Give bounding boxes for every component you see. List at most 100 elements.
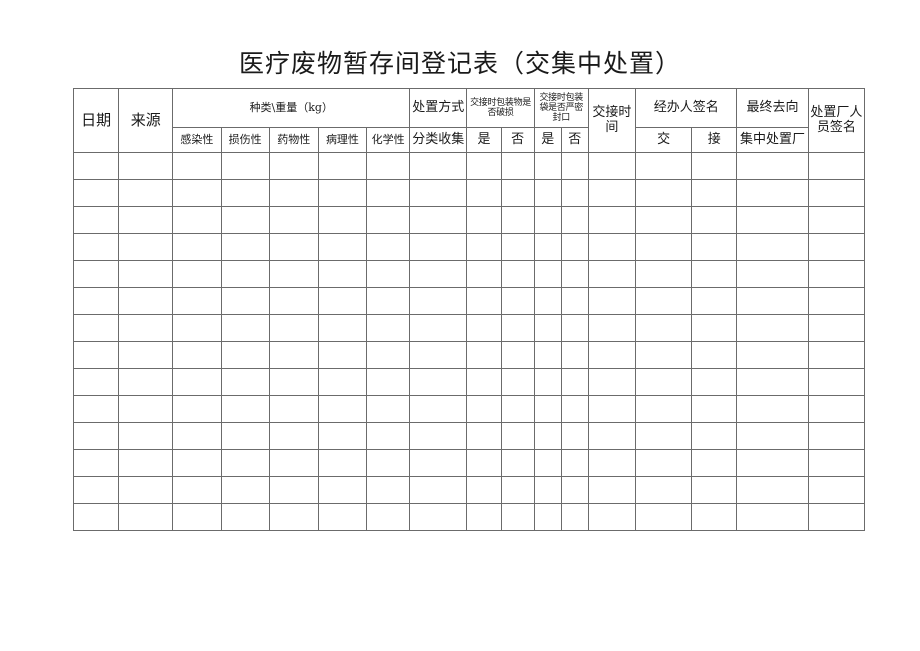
table-cell[interactable]	[366, 152, 411, 180]
table-cell[interactable]	[807, 395, 866, 423]
table-cell[interactable]	[118, 314, 174, 342]
table-cell[interactable]	[691, 287, 738, 315]
table-cell[interactable]	[500, 206, 535, 234]
table-cell[interactable]	[409, 422, 468, 450]
table-cell[interactable]	[533, 368, 562, 396]
table-cell[interactable]	[466, 503, 502, 531]
table-cell[interactable]	[118, 449, 174, 477]
table-cell[interactable]	[317, 422, 368, 450]
table-cell[interactable]	[466, 341, 502, 369]
table-cell[interactable]	[560, 260, 589, 288]
table-cell[interactable]	[635, 152, 693, 180]
table-cell[interactable]	[72, 206, 120, 234]
table-cell[interactable]	[172, 476, 222, 504]
table-cell[interactable]	[118, 341, 174, 369]
table-cell[interactable]	[587, 449, 637, 477]
table-cell[interactable]	[366, 395, 411, 423]
table-cell[interactable]	[220, 341, 270, 369]
table-cell[interactable]	[587, 314, 637, 342]
table-cell[interactable]	[587, 287, 637, 315]
table-cell[interactable]	[72, 449, 120, 477]
table-cell[interactable]	[533, 341, 562, 369]
table-cell[interactable]	[500, 368, 535, 396]
table-cell[interactable]	[691, 233, 738, 261]
table-cell[interactable]	[317, 341, 368, 369]
table-cell[interactable]	[691, 395, 738, 423]
table-cell[interactable]	[409, 503, 468, 531]
table-cell[interactable]	[635, 503, 693, 531]
table-cell[interactable]	[691, 476, 738, 504]
table-cell[interactable]	[466, 260, 502, 288]
table-cell[interactable]	[72, 287, 120, 315]
table-cell[interactable]	[317, 395, 368, 423]
table-cell[interactable]	[500, 422, 535, 450]
table-cell[interactable]	[366, 368, 411, 396]
table-cell[interactable]	[172, 503, 222, 531]
table-cell[interactable]	[691, 152, 738, 180]
table-cell[interactable]	[533, 287, 562, 315]
table-cell[interactable]	[118, 368, 174, 396]
table-cell[interactable]	[172, 341, 222, 369]
table-cell[interactable]	[466, 314, 502, 342]
table-cell[interactable]	[736, 422, 809, 450]
table-cell[interactable]	[691, 422, 738, 450]
table-cell[interactable]	[317, 233, 368, 261]
table-cell[interactable]	[268, 368, 319, 396]
table-cell[interactable]	[587, 395, 637, 423]
table-cell[interactable]	[533, 422, 562, 450]
table-cell[interactable]	[366, 503, 411, 531]
table-row[interactable]	[72, 422, 866, 450]
table-cell[interactable]	[736, 368, 809, 396]
table-cell[interactable]	[220, 179, 270, 207]
table-cell[interactable]	[635, 341, 693, 369]
table-cell[interactable]	[466, 368, 502, 396]
table-cell[interactable]	[72, 341, 120, 369]
table-cell[interactable]	[736, 287, 809, 315]
table-cell[interactable]	[807, 314, 866, 342]
table-cell[interactable]	[736, 179, 809, 207]
table-cell[interactable]	[317, 152, 368, 180]
table-cell[interactable]	[587, 260, 637, 288]
table-cell[interactable]	[172, 395, 222, 423]
table-cell[interactable]	[172, 449, 222, 477]
table-cell[interactable]	[691, 503, 738, 531]
table-cell[interactable]	[118, 395, 174, 423]
table-cell[interactable]	[500, 152, 535, 180]
table-cell[interactable]	[268, 152, 319, 180]
table-cell[interactable]	[268, 287, 319, 315]
table-cell[interactable]	[317, 449, 368, 477]
table-cell[interactable]	[220, 368, 270, 396]
table-cell[interactable]	[587, 476, 637, 504]
table-cell[interactable]	[736, 341, 809, 369]
table-cell[interactable]	[409, 314, 468, 342]
table-cell[interactable]	[72, 233, 120, 261]
table-cell[interactable]	[587, 341, 637, 369]
table-cell[interactable]	[172, 179, 222, 207]
table-cell[interactable]	[736, 476, 809, 504]
table-cell[interactable]	[118, 260, 174, 288]
table-cell[interactable]	[118, 503, 174, 531]
table-cell[interactable]	[691, 449, 738, 477]
table-cell[interactable]	[736, 206, 809, 234]
table-cell[interactable]	[560, 449, 589, 477]
table-cell[interactable]	[268, 503, 319, 531]
table-row[interactable]	[72, 395, 866, 423]
table-cell[interactable]	[118, 206, 174, 234]
table-cell[interactable]	[172, 233, 222, 261]
table-cell[interactable]	[409, 449, 468, 477]
table-cell[interactable]	[587, 422, 637, 450]
table-cell[interactable]	[72, 476, 120, 504]
table-cell[interactable]	[466, 179, 502, 207]
table-cell[interactable]	[220, 233, 270, 261]
table-cell[interactable]	[366, 422, 411, 450]
table-cell[interactable]	[500, 179, 535, 207]
table-cell[interactable]	[268, 260, 319, 288]
table-cell[interactable]	[466, 422, 502, 450]
table-row[interactable]	[72, 368, 866, 396]
table-cell[interactable]	[72, 179, 120, 207]
table-cell[interactable]	[317, 368, 368, 396]
table-cell[interactable]	[466, 287, 502, 315]
table-cell[interactable]	[500, 260, 535, 288]
table-cell[interactable]	[807, 206, 866, 234]
table-cell[interactable]	[587, 206, 637, 234]
